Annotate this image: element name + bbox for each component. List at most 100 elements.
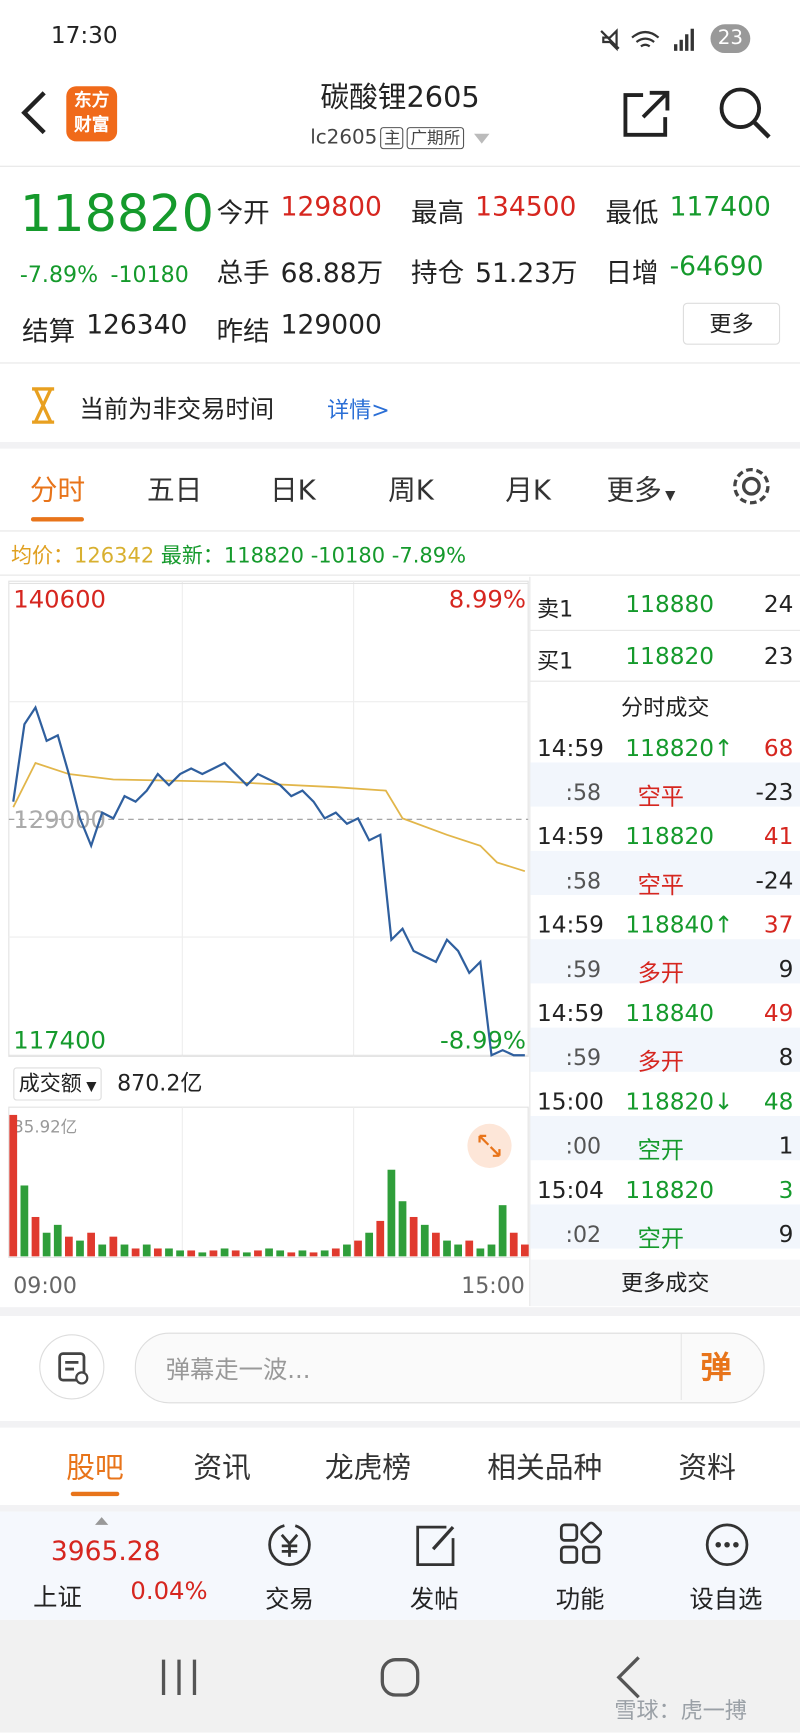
expand-icon [478, 1134, 501, 1157]
stat-label: 昨结 [216, 316, 270, 347]
battery: 23 [710, 24, 751, 54]
back-button[interactable] [15, 88, 55, 137]
volume-total: 870.2亿 [117, 1069, 203, 1097]
nav-label[interactable]: 功能 [555, 1586, 605, 1615]
stat-label: 最低 [605, 197, 659, 229]
trade-change: 9 [778, 1220, 794, 1248]
bottom-tab[interactable]: 资讯 [193, 1451, 251, 1486]
trade-price: 118820↓ [625, 1088, 734, 1115]
back-nav-button[interactable] [606, 1653, 655, 1702]
tag-main: 主 [380, 127, 404, 150]
index-value: 3965.28 [50, 1535, 161, 1567]
divider [0, 1504, 800, 1512]
volume-bar [187, 1250, 196, 1257]
divider [0, 441, 800, 449]
change: -10180 [110, 260, 189, 288]
volume-bar [120, 1244, 129, 1257]
trade-sub-time: :02 [565, 1220, 602, 1248]
bottom-tab[interactable]: 股吧 [66, 1451, 124, 1486]
trade-volume: 41 [763, 823, 794, 850]
status-icons [600, 28, 694, 52]
divider [680, 1333, 682, 1400]
volume-bar [131, 1248, 140, 1257]
chart-tab[interactable]: 更多 ▼ [606, 474, 676, 507]
dropdown-arrow[interactable] [474, 133, 490, 144]
trade-kind: 多开 [637, 1048, 684, 1076]
volume-bar [498, 1205, 507, 1257]
divider [530, 680, 800, 682]
trade-change: 1 [778, 1132, 794, 1160]
stat-label: 日增 [605, 257, 659, 289]
danmaku-button[interactable]: 弹 [700, 1349, 732, 1386]
stat-value: 129800 [280, 191, 382, 223]
features-icon [559, 1521, 603, 1564]
trade-volume: 49 [763, 999, 794, 1027]
volume-bar [376, 1220, 385, 1257]
trade-time: 15:04 [537, 1176, 604, 1204]
stat-value: 117400 [669, 191, 771, 223]
logo-text: 财富 [74, 113, 110, 135]
chart-tab[interactable]: 月K [505, 474, 552, 507]
trade-volume: 68 [763, 734, 794, 762]
comment-settings-button[interactable] [38, 1333, 107, 1402]
search-button[interactable] [716, 84, 773, 141]
divider [529, 576, 531, 1307]
chart-tab[interactable]: 分时 [29, 474, 86, 507]
expand-button[interactable] [467, 1123, 512, 1168]
volume-bar [76, 1240, 84, 1257]
volume-bar [220, 1248, 229, 1257]
volume-bar [176, 1250, 184, 1257]
trade-sub-time: :58 [565, 779, 602, 806]
latest-price: 118820 [223, 543, 305, 568]
bottom-tab[interactable]: 龙虎榜 [324, 1451, 412, 1486]
volume-bar [142, 1244, 151, 1257]
comment-input[interactable] [134, 1332, 765, 1404]
more-trades-button[interactable]: 更多成交 [530, 1259, 800, 1307]
volume-bar [242, 1252, 251, 1257]
volume-bar [454, 1244, 462, 1257]
index-change: 0.04% [130, 1577, 208, 1606]
nav-label[interactable]: 设自选 [689, 1586, 763, 1615]
trade-sub-bg [530, 850, 800, 896]
home-button[interactable] [376, 1653, 425, 1702]
trade-time: 14:59 [537, 823, 604, 850]
trade-time: 15:00 [537, 1088, 604, 1115]
volume-bar [231, 1250, 240, 1257]
stat-value: -64690 [669, 250, 764, 282]
trade-sub-time: :00 [565, 1132, 602, 1160]
last-price: 118820 [19, 183, 214, 244]
stat-label: 最高 [411, 197, 465, 229]
volume-bar [209, 1250, 218, 1257]
notice-link[interactable]: 详情> [327, 396, 390, 424]
volume-selector[interactable]: 成交额 ▼ [13, 1067, 102, 1101]
volume-bar [20, 1185, 29, 1257]
collapse-arrow[interactable] [95, 1517, 109, 1525]
y2-tick-label: 8.99% [449, 585, 526, 614]
chart-tab[interactable]: 五日 [146, 474, 203, 507]
trade-kind: 空开 [637, 1225, 684, 1252]
chart-tab[interactable]: 周K [388, 474, 434, 507]
volume-bar [365, 1232, 374, 1257]
trade-sub-time: :58 [565, 867, 602, 894]
nav-label[interactable]: 发帖 [409, 1586, 459, 1615]
divider [0, 1307, 800, 1317]
more-button[interactable]: 更多 [682, 302, 781, 345]
change-pct: -7.89% [19, 260, 99, 288]
volume-bar [476, 1248, 485, 1257]
trade-volume: 3 [778, 1176, 794, 1204]
nav-label[interactable]: 交易 [265, 1586, 314, 1615]
bottom-tab[interactable]: 相关品种 [487, 1451, 603, 1486]
trade-change: 8 [778, 1044, 794, 1071]
share-button[interactable] [621, 88, 674, 139]
settings-button[interactable] [729, 464, 773, 508]
volume-bar [509, 1232, 518, 1257]
chart-tab[interactable]: 日K [269, 474, 316, 507]
recents-button[interactable] [155, 1653, 204, 1702]
app-logo[interactable]: 东方 财富 [66, 86, 118, 142]
bottom-tab[interactable]: 资料 [678, 1451, 736, 1486]
trade-change: -24 [755, 867, 794, 894]
watchlist-icon [705, 1523, 749, 1567]
stat-label: 持仓 [411, 257, 465, 289]
volume-bar [109, 1236, 118, 1257]
